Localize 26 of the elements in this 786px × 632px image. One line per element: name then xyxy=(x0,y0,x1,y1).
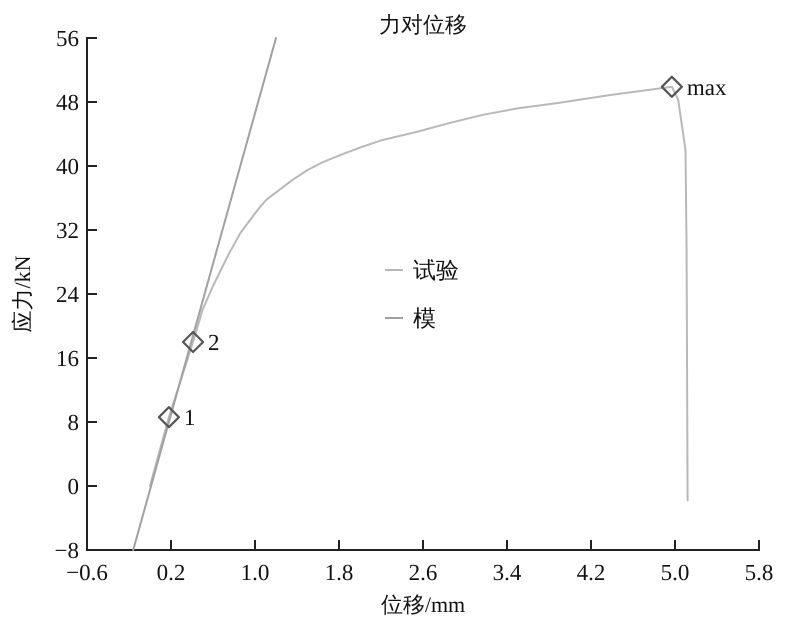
x-tick-label: 4.2 xyxy=(576,560,606,585)
x-tick-label: −0.6 xyxy=(66,560,108,585)
y-tick-label: 16 xyxy=(56,346,79,371)
x-tick-label: 2.6 xyxy=(408,560,438,585)
x-tick-label: 0.2 xyxy=(156,560,186,585)
x-tick-label: 1.8 xyxy=(324,560,354,585)
y-tick-label: 40 xyxy=(56,154,79,179)
y-tick-label: 56 xyxy=(56,26,79,51)
y-tick-label: 32 xyxy=(56,218,79,243)
annotation: 2 xyxy=(208,330,220,355)
y-tick-label: 48 xyxy=(56,90,79,115)
x-tick-label: 1.0 xyxy=(240,560,270,585)
y-axis-title: 应力/kN xyxy=(10,255,35,332)
y-tick-label: −8 xyxy=(54,538,79,563)
annotation: max xyxy=(686,74,727,100)
x-axis-title: 位移/mm xyxy=(380,592,466,617)
annotation: 1 xyxy=(184,405,196,430)
x-tick-label: 5.0 xyxy=(660,560,690,585)
chart-title: 力对位移 xyxy=(379,12,467,37)
y-tick-label: 0 xyxy=(68,474,79,499)
x-tick-label: 3.4 xyxy=(492,560,522,585)
y-tick-label: 24 xyxy=(56,282,80,307)
x-tick-label: 5.8 xyxy=(744,560,774,585)
legend-label: 模 xyxy=(413,306,436,331)
y-tick-label: 8 xyxy=(68,410,79,435)
legend-label: 试验 xyxy=(413,258,459,283)
